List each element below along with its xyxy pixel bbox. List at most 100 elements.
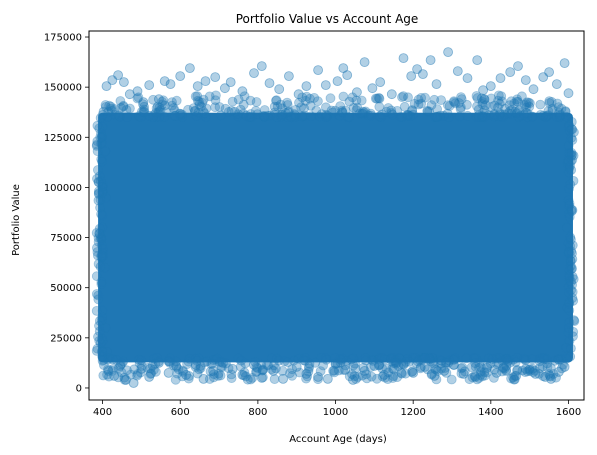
scatter-point [116,102,126,113]
scatter-point [269,110,280,120]
scatter-point [91,140,102,151]
scatter-point [95,194,106,205]
scatter-point [553,354,564,365]
scatter-point [94,326,105,337]
scatter-point [489,100,500,111]
scatter-point [92,173,102,184]
scatter-point [493,102,503,113]
scatter-point [98,355,109,365]
scatter-point [351,87,362,98]
scatter-point [276,111,287,122]
scatter-point [163,367,174,378]
scatter-point [276,110,287,120]
scatter-point [568,274,579,285]
scatter-point [407,106,418,116]
scatter-point [313,371,324,382]
scatter-point [352,372,363,382]
scatter-point [432,111,443,122]
scatter-point [535,99,546,110]
scatter-point [95,202,105,213]
scatter-point [470,361,481,372]
scatter-point [443,357,454,368]
scatter-point [259,111,270,122]
scatter-point [512,96,522,107]
scatter-point [93,186,104,197]
scatter-point [171,95,182,106]
scatter-point [266,364,277,375]
scatter-point [456,92,466,102]
scatter-point [175,108,186,119]
scatter-point [493,90,504,101]
scatter-point [184,63,195,73]
scatter-point [432,104,443,114]
scatter-point [563,140,574,151]
scatter-point [330,105,341,116]
scatter-point [340,105,351,116]
scatter-point [183,104,193,115]
scatter-point [496,111,507,122]
scatter-point [564,317,575,328]
scatter-point [417,69,428,79]
scatter-point [199,108,210,119]
scatter-point [304,361,314,372]
scatter-point [338,91,349,102]
scatter-point [220,358,231,369]
scatter-point [128,378,139,388]
scatter-point [564,208,574,219]
scatter-point [360,355,371,366]
scatter-point [501,366,512,377]
scatter-point [383,103,394,113]
scatter-point [377,353,388,363]
scatter-point [148,364,159,375]
scatter-point [461,99,472,110]
scatter-point [370,93,381,104]
scatter-point [498,362,509,373]
scatter-point [471,91,482,101]
scatter-point [201,356,212,367]
scatter-point [475,370,486,380]
scatter-point [132,369,143,379]
y-tick-label: 75000 [50,233,82,244]
scatter-point [133,92,144,103]
scatter-point [563,327,574,338]
scatter-point [471,112,482,122]
scatter-point [342,70,353,80]
scatter-point [168,360,179,371]
scatter-point [568,295,579,306]
scatter-point [379,354,390,365]
scatter-point [477,97,488,107]
scatter-point [387,109,398,120]
y-axis: 0 25000 50000 75000 100000 125000 150000 175000 [44,33,89,394]
scatter-point [479,94,490,105]
scatter-point [344,96,355,107]
scatter-point [534,356,545,367]
y-tick-label: 50000 [50,283,82,294]
scatter-point [498,112,509,122]
y-tick-label: 150000 [44,83,82,94]
scatter-point [122,112,132,123]
scatter-point [542,110,552,121]
scatter-point [94,123,105,134]
scatter-point [241,110,252,121]
scatter-point [170,374,181,385]
scatter-point [563,121,574,132]
scatter-point [539,353,550,364]
scatter-point [91,289,102,299]
scatter-point [249,359,259,370]
scatter-point [508,354,519,365]
scatter-point [300,352,311,363]
scatter-point [322,110,333,121]
scatter-point [374,111,385,122]
scatter-point [101,102,111,112]
scatter-point [190,105,200,116]
scatter-point [237,369,248,380]
scatter-point [263,360,274,371]
scatter-point [434,355,445,366]
scatter-point [564,211,575,222]
scatter-point [153,94,164,105]
scatter-point [440,358,451,368]
scatter-point [566,276,577,287]
scatter-point [245,374,256,385]
scatter-point [561,353,572,364]
scatter-point [381,106,392,117]
